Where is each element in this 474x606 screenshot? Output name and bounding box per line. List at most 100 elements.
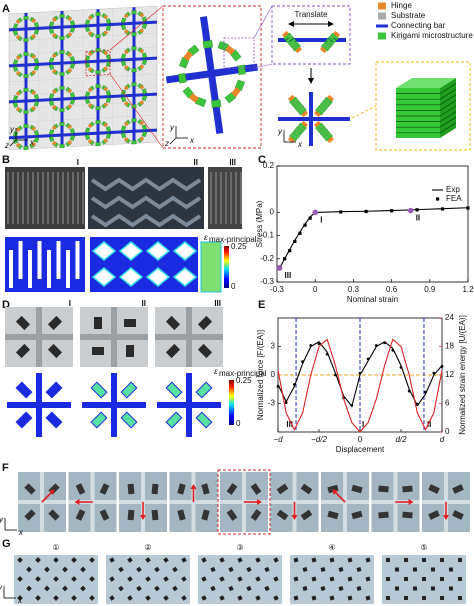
slit <box>7 172 9 224</box>
block <box>89 576 95 582</box>
kirigami-block <box>237 64 246 75</box>
x-tick-label: d/2 <box>395 435 407 444</box>
block <box>35 576 41 582</box>
x-tick-label: −d/2 <box>311 435 327 444</box>
panel-label: E <box>258 299 265 311</box>
kirigami-block <box>296 104 305 113</box>
hinge <box>139 12 145 18</box>
block <box>273 557 279 563</box>
block <box>329 576 335 582</box>
legend-swatch <box>376 24 388 28</box>
kirigami-block <box>33 28 40 35</box>
y2-tick-label: 0 <box>445 427 450 436</box>
state-label: I <box>69 299 71 308</box>
kirigami-block <box>287 38 297 46</box>
slit <box>42 172 44 224</box>
fea <box>200 241 222 293</box>
connecting-bar <box>9 92 157 104</box>
slit <box>225 172 227 224</box>
kirigami-block <box>69 92 76 99</box>
block <box>165 343 181 359</box>
kirigami-block <box>69 128 76 135</box>
block <box>302 586 308 591</box>
fea-hole <box>118 267 144 287</box>
kirigami-block <box>202 40 213 49</box>
block <box>237 595 243 601</box>
kirigami-block <box>131 46 137 51</box>
block <box>347 557 353 563</box>
slit <box>82 172 84 224</box>
block <box>127 509 135 521</box>
block <box>62 566 68 573</box>
kirigami-block <box>105 18 112 25</box>
colorbar-label: max-principal <box>209 235 257 244</box>
fea-slot <box>9 250 13 288</box>
hinge <box>67 52 73 58</box>
cube-right <box>440 78 456 138</box>
zoom-line <box>109 73 164 149</box>
colorbar <box>224 246 229 288</box>
kirigami-block <box>23 15 29 20</box>
data-point <box>383 341 386 345</box>
block <box>457 595 463 601</box>
block <box>351 510 363 520</box>
fea-hole <box>172 241 198 261</box>
kirigami-block <box>131 10 137 15</box>
hinge <box>333 30 341 38</box>
block <box>136 585 142 592</box>
axis-letter: z <box>4 141 9 150</box>
block <box>35 557 41 563</box>
data-point <box>325 352 329 356</box>
connecting-bar <box>96 9 100 146</box>
hinge <box>103 138 109 143</box>
block <box>237 557 243 563</box>
fea-block <box>15 411 33 429</box>
hinge <box>103 50 109 56</box>
block <box>228 585 234 592</box>
kirigami-block <box>95 142 101 147</box>
block <box>154 566 160 573</box>
block <box>347 576 353 582</box>
kirigami-block <box>120 125 127 132</box>
hinge <box>103 14 109 20</box>
hinge <box>327 94 335 102</box>
block <box>210 585 216 592</box>
connecting-bar <box>132 7 136 144</box>
x-tick-label: 0 <box>313 285 318 294</box>
kirigami-block <box>141 23 148 29</box>
data-point <box>416 403 419 406</box>
kirigami-block <box>23 51 29 56</box>
kirigami-block <box>120 53 127 60</box>
axis-letter: x <box>189 136 195 145</box>
block <box>201 595 207 601</box>
kirigami-block <box>322 130 331 139</box>
block <box>181 576 187 582</box>
x-tick-label: 0.3 <box>348 285 360 294</box>
kirigami-block <box>48 129 55 136</box>
state-label: II <box>142 299 146 308</box>
block <box>47 343 63 359</box>
block <box>356 567 362 572</box>
block <box>17 595 23 601</box>
slit <box>210 172 212 224</box>
series-line <box>277 338 443 433</box>
fea-block <box>195 381 213 399</box>
block <box>402 485 413 493</box>
block <box>365 557 371 563</box>
fea-block <box>195 411 213 429</box>
hinge <box>123 85 129 91</box>
block <box>99 509 110 521</box>
kirigami-block <box>319 128 329 136</box>
kirigami-block <box>59 108 65 113</box>
block <box>293 557 299 563</box>
kirigami-block <box>95 84 101 89</box>
kirigami-block <box>317 104 326 113</box>
hinge <box>287 94 295 102</box>
block <box>327 510 339 520</box>
x-tick-label: 0.9 <box>424 285 436 294</box>
state-label: I <box>320 216 322 225</box>
block <box>448 567 454 572</box>
data-point <box>308 216 312 220</box>
data-point <box>466 206 470 210</box>
hinge <box>15 19 21 24</box>
